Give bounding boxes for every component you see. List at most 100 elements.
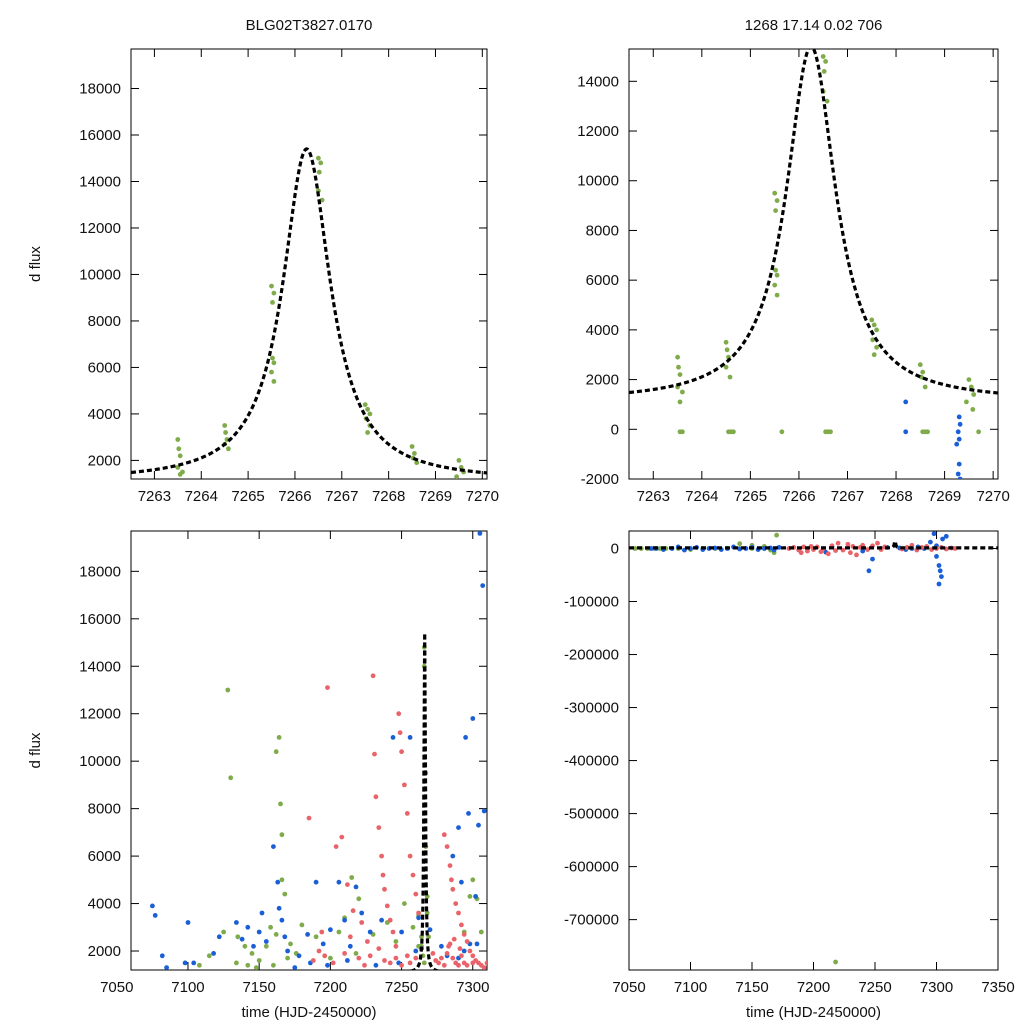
- data-point-green: [871, 352, 877, 358]
- data-point-green: [268, 924, 273, 930]
- data-point-green: [774, 272, 780, 278]
- data-point-green: [336, 929, 342, 935]
- data-point-blue: [305, 932, 310, 937]
- data-point-red: [875, 540, 880, 546]
- data-point-red: [310, 958, 316, 963]
- series-green: [197, 644, 484, 970]
- data-point-blue: [480, 583, 486, 588]
- data-point-red: [404, 811, 410, 816]
- data-point-green: [249, 951, 255, 956]
- data-point-red: [399, 749, 404, 755]
- data-point-blue: [954, 441, 960, 447]
- x-tick-label: 7267: [831, 488, 864, 505]
- data-point-red: [436, 960, 441, 966]
- x-tick-label: 7100: [171, 979, 204, 996]
- model-fit-curve: [406, 633, 444, 970]
- data-point-red: [322, 953, 328, 959]
- data-point-green: [276, 735, 282, 740]
- data-point-blue: [367, 929, 373, 935]
- data-point-blue: [456, 825, 461, 830]
- x-tick-label: 7265: [231, 488, 264, 505]
- data-point-green: [319, 197, 325, 203]
- data-point-blue: [903, 429, 909, 435]
- data-point-blue: [159, 953, 165, 959]
- data-point-green: [299, 922, 305, 928]
- data-point-red: [407, 960, 413, 966]
- data-point-blue: [473, 894, 478, 899]
- y-tick-label: -500000: [564, 806, 619, 823]
- data-point-blue: [463, 735, 468, 740]
- data-point-blue: [336, 879, 342, 885]
- data-point-blue: [477, 531, 483, 536]
- data-point-red: [413, 891, 419, 897]
- series-green: [675, 54, 981, 435]
- y-tick-label: 6000: [88, 359, 121, 376]
- data-point-red: [365, 939, 370, 944]
- x-tick-label: 7100: [674, 979, 707, 996]
- data-point-blue: [234, 920, 239, 925]
- data-point-green: [177, 453, 183, 459]
- data-point-green: [263, 943, 269, 949]
- data-point-red: [464, 939, 470, 944]
- data-point-green: [349, 875, 355, 880]
- panel-top-right: 7263 7264 7265 7266 7267 7268 7269 7270 -2000 0 20…: [577, 17, 1010, 505]
- data-point-green: [966, 377, 972, 382]
- x-tick-label: 7266: [278, 488, 311, 505]
- data-point-green: [723, 339, 729, 345]
- data-point-red: [339, 834, 345, 840]
- data-point-blue: [328, 927, 333, 933]
- data-point-red: [359, 920, 365, 925]
- data-point-green: [820, 54, 826, 59]
- data-point-red: [376, 825, 382, 830]
- data-point-red: [467, 948, 473, 954]
- data-point-blue: [466, 811, 471, 816]
- data-point-red: [439, 955, 444, 961]
- data-point-green: [925, 429, 930, 435]
- data-point-green: [278, 801, 283, 807]
- data-point-green: [410, 924, 416, 930]
- data-point-green: [774, 532, 779, 538]
- data-point-red: [451, 936, 457, 942]
- data-point-red: [379, 853, 384, 859]
- data-point-red: [397, 730, 403, 736]
- data-point-green: [964, 399, 969, 405]
- plot-area: [629, 49, 998, 479]
- data-point-red: [904, 545, 910, 550]
- data-point-green: [362, 402, 368, 407]
- data-point-green: [409, 444, 415, 449]
- data-point-green: [223, 430, 229, 435]
- data-point-blue: [373, 962, 379, 968]
- data-point-red: [446, 943, 451, 949]
- data-point-green: [242, 943, 248, 949]
- data-point-blue: [481, 808, 487, 814]
- data-point-red: [459, 953, 464, 959]
- data-point-red: [450, 886, 456, 892]
- data-point-red: [805, 548, 810, 554]
- x-axis-label: time (HJD-2450000): [241, 1004, 376, 1021]
- model-fit-curve: [629, 539, 998, 550]
- data-point-green: [773, 267, 778, 273]
- series-green: [175, 155, 466, 479]
- x-tick-label: 7350: [981, 979, 1014, 996]
- data-point-green: [874, 327, 879, 333]
- data-point-blue: [342, 917, 347, 923]
- data-point-blue: [216, 934, 222, 940]
- data-point-blue: [474, 941, 480, 947]
- data-point-blue: [459, 879, 464, 885]
- data-point-green: [269, 283, 274, 289]
- data-point-blue: [416, 915, 421, 921]
- data-point-green: [285, 955, 290, 961]
- data-point-red: [404, 953, 410, 959]
- x-tick-label: 7264: [185, 488, 218, 505]
- data-point-green: [279, 877, 285, 883]
- x-tick-label: 7050: [100, 979, 133, 996]
- x-tick-label: 7264: [685, 488, 718, 505]
- y-tick-label: -300000: [564, 700, 619, 717]
- data-point-green: [222, 423, 228, 428]
- data-point-red: [319, 929, 325, 935]
- panel-top-left: 7263 7264 7265 7266 7267 7268 7269 7270 2000 4000…: [27, 17, 499, 505]
- data-point-blue: [956, 414, 962, 420]
- x-tick-label: 7263: [138, 488, 171, 505]
- data-point-red: [382, 958, 387, 963]
- y-tick-label: 2000: [88, 452, 121, 469]
